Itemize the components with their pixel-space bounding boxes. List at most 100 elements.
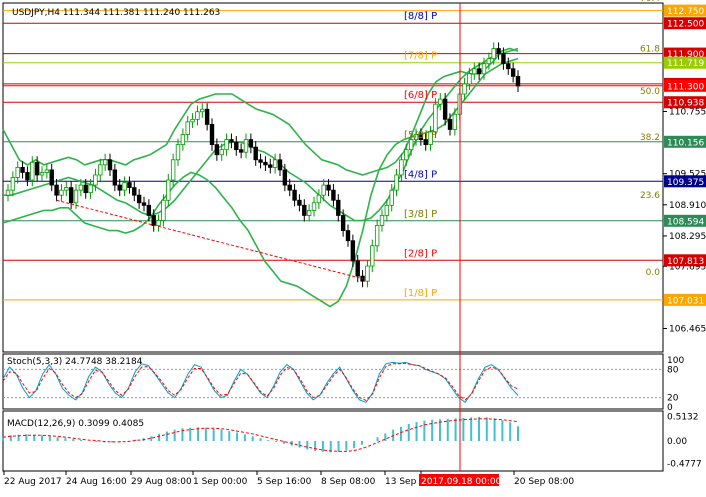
candle-body-68 <box>336 199 341 216</box>
candle-body-13 <box>68 187 74 204</box>
candle-body-27 <box>136 194 142 204</box>
candle-body-77 <box>379 215 385 226</box>
candle-body-33 <box>166 179 171 201</box>
candle-body-8 <box>44 169 50 173</box>
level-tag-text-2: 111.900 <box>667 50 704 60</box>
candle-body-85 <box>418 134 424 140</box>
price-panel-frame <box>2 2 664 353</box>
fibo-label-0: 76.4 <box>640 0 660 4</box>
candle-body-87 <box>428 131 433 146</box>
stoch-title: Stoch(5,3,3) 24.7748 38.2184 <box>7 357 143 367</box>
stoch-panel-frame <box>2 353 664 410</box>
level-tag-text-8: 108.594 <box>667 217 704 227</box>
level-tag-text-9: 107.813 <box>667 257 704 267</box>
candle-body-105 <box>515 75 521 87</box>
candle-body-102 <box>501 53 506 65</box>
candle-body-95 <box>467 73 472 85</box>
current-price-text: 111.300 <box>667 82 704 92</box>
bollinger-middle <box>3 47 519 222</box>
horizontal-levels <box>3 10 663 301</box>
x-label-1: 24 Aug 16:00 <box>66 477 127 487</box>
candle-body-2 <box>15 166 20 178</box>
candle-body-58 <box>287 184 292 191</box>
price-tick-label-2: 108.295 <box>669 232 706 242</box>
candle-body-97 <box>476 68 482 75</box>
x-label-2: 29 Aug 08:00 <box>131 477 192 487</box>
candle-body-84 <box>413 134 419 140</box>
macd-panel[interactable]: 0.5132 0.00 -0.4777 MACD(12,26,9) 0.3099 0… <box>2 410 702 472</box>
candle-body-6 <box>34 161 40 176</box>
murrey-label-4: [4/8] P <box>404 169 437 180</box>
candle-body-35 <box>175 144 181 161</box>
candle-body-24 <box>122 182 127 191</box>
candle-body-46 <box>229 139 234 143</box>
x-label-8: 20 Sep 08:00 <box>514 477 574 487</box>
candle-body-14 <box>73 189 79 204</box>
candle-body-101 <box>496 48 501 54</box>
candle-body-103 <box>506 63 511 70</box>
candle-body-0 <box>5 189 11 196</box>
candle-body-96 <box>472 68 477 75</box>
candle-body-39 <box>195 111 200 120</box>
x-label-0: 22 Aug 2017 <box>4 477 62 487</box>
candle-body-34 <box>170 159 176 181</box>
candle-body-22 <box>112 169 118 186</box>
candle-body-26 <box>132 187 137 196</box>
candle-body-50 <box>248 139 254 148</box>
x-label-4: 5 Sep 16:00 <box>257 477 312 487</box>
level-tag-text-10: 107.031 <box>667 296 704 306</box>
murrey-label-2: [6/8] P <box>404 90 437 101</box>
chart-title: USDJPY,H4 111.344 111.381 111.240 111.26… <box>12 8 220 18</box>
macd-title: MACD(12,26,9) 0.3099 0.4085 <box>7 419 144 429</box>
candle-body-57 <box>282 169 288 186</box>
candle-body-45 <box>224 139 229 151</box>
macd-signal-line <box>2 418 519 452</box>
candle-body-70 <box>345 230 351 242</box>
candle-body-67 <box>331 189 336 201</box>
candle-body-40 <box>200 108 205 113</box>
candle-body-4 <box>25 172 30 181</box>
stoch-tick-3: 0 <box>667 403 673 413</box>
candles <box>5 42 521 288</box>
x-label-7: 2017.09.18 00:00 <box>421 477 502 487</box>
candle-body-5 <box>30 161 35 181</box>
candle-body-7 <box>39 172 45 176</box>
macd-tick-2: -0.4777 <box>667 460 702 470</box>
candle-body-86 <box>423 139 428 146</box>
murrey-label-6: [2/8] P <box>404 248 437 259</box>
candle-body-3 <box>20 166 25 173</box>
candle-body-62 <box>306 209 312 216</box>
price-panel[interactable]: [8/8] P [7/8] P [6/8] P [5/8] P [4/8] P [3/8]… <box>2 0 706 353</box>
candle-body-16 <box>83 184 88 194</box>
candle-body-52 <box>258 159 263 163</box>
candle-body-56 <box>277 159 283 171</box>
candle-body-89 <box>438 98 443 105</box>
stoch-tick-0: 100 <box>667 356 684 366</box>
candle-body-47 <box>234 141 239 151</box>
candle-body-21 <box>107 159 113 171</box>
candle-body-83 <box>408 139 414 151</box>
fibo-label-3: 38.2 <box>640 133 660 143</box>
candle-body-28 <box>141 202 147 206</box>
candle-body-90 <box>442 98 448 120</box>
macd-histogram <box>2 416 519 453</box>
fibo-label-4: 23.6 <box>640 191 660 201</box>
x-label-6: 13 Sep <box>385 477 417 487</box>
murrey-labels: [8/8] P [7/8] P [6/8] P [5/8] P [4/8] P [3/8]… <box>404 11 437 299</box>
candle-body-100 <box>491 48 496 60</box>
candle-body-38 <box>190 118 195 123</box>
candle-body-63 <box>311 202 317 211</box>
candle-body-31 <box>156 220 161 226</box>
candle-body-91 <box>447 118 453 130</box>
level-tag-text-0: 112.750 <box>667 7 704 17</box>
candle-body-71 <box>350 240 356 262</box>
candle-body-1 <box>10 177 16 191</box>
level-tag-2 <box>664 47 706 60</box>
candle-body-17 <box>88 184 93 194</box>
candle-body-66 <box>326 184 331 191</box>
candle-body-41 <box>204 108 210 125</box>
